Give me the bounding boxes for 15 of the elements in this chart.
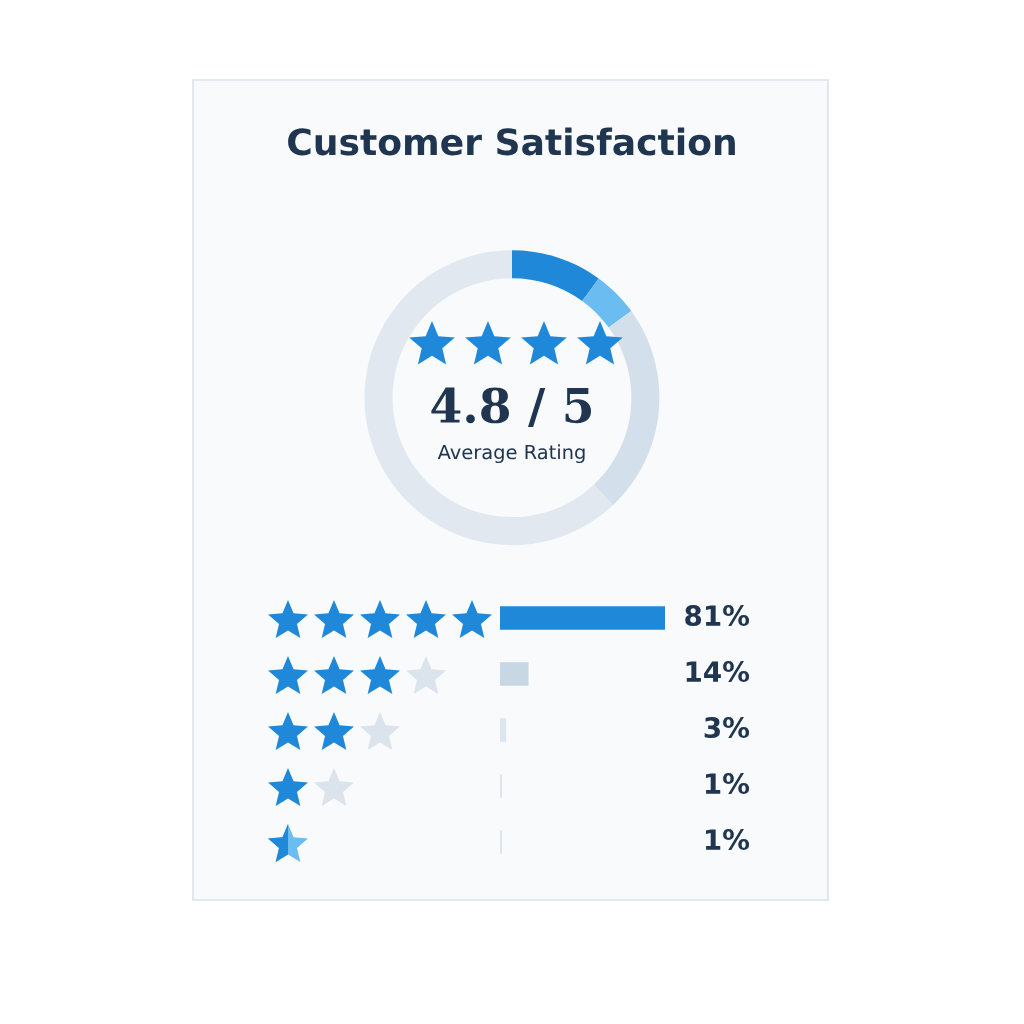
text: Average Rating xyxy=(437,444,585,464)
chart-title: Customer Satisfaction xyxy=(288,127,735,156)
donut-slice xyxy=(512,250,599,302)
data-label: 14% xyxy=(686,661,750,683)
donut-slice xyxy=(593,311,660,506)
bar xyxy=(500,606,665,630)
data-label: 3% xyxy=(704,717,750,739)
donut-slice xyxy=(582,278,632,328)
bar xyxy=(500,718,507,742)
donut-slice xyxy=(364,250,613,546)
data-label: 1% xyxy=(705,829,750,851)
data-label: 81% xyxy=(685,605,750,627)
text: 4.8 / 5 xyxy=(431,387,591,427)
bar xyxy=(500,662,529,686)
data-label: 1% xyxy=(705,773,750,795)
